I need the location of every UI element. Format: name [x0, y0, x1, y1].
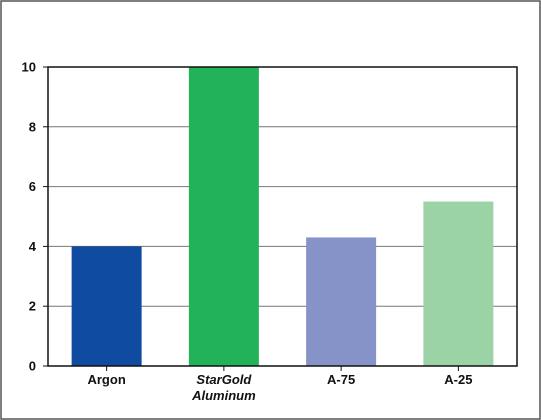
bar — [306, 237, 377, 366]
y-tick-label: 8 — [29, 119, 36, 134]
x-tick-label: Aluminum — [191, 388, 256, 403]
y-tick-label: 6 — [29, 179, 36, 194]
y-axis-ticks: 0 2 4 6 8 10 — [22, 60, 48, 374]
x-tick-label: A-75 — [327, 372, 355, 387]
y-tick-label: 4 — [29, 239, 37, 254]
plot-area-frame — [47, 66, 518, 367]
x-tick-label: Argon — [87, 372, 125, 387]
bars — [71, 67, 494, 366]
bar — [423, 201, 494, 366]
x-tick-label: StarGold — [196, 372, 252, 387]
bar — [188, 67, 259, 366]
bar — [71, 246, 142, 366]
x-tick-label: A-25 — [444, 372, 472, 387]
y-tick-label: 0 — [29, 359, 36, 374]
y-tick-label: 10 — [22, 60, 36, 75]
y-tick-label: 2 — [29, 299, 36, 314]
